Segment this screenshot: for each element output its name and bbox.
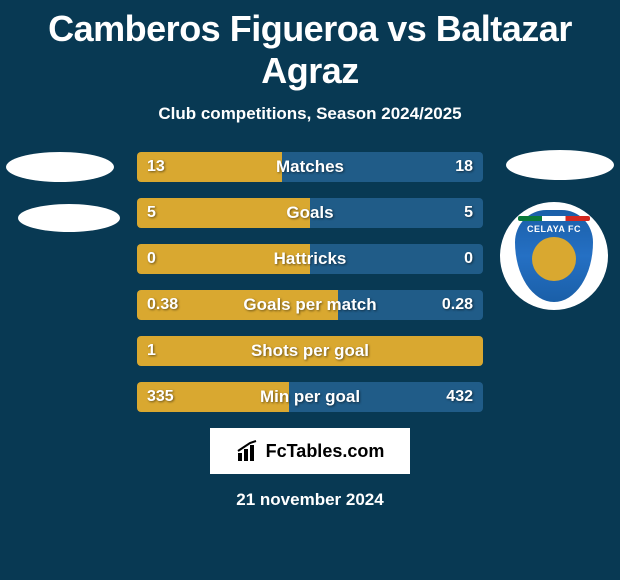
stat-value-left: 1 <box>147 342 156 360</box>
club-badge-flag-stripe <box>518 216 590 221</box>
stat-label: Matches <box>276 157 344 177</box>
stat-label: Goals per match <box>243 295 376 315</box>
player-left-avatar-placeholder-1 <box>6 152 114 182</box>
brand-text: FcTables.com <box>266 441 385 462</box>
stat-bar-right <box>310 198 483 228</box>
stat-row: Hattricks 0 0 <box>137 244 483 274</box>
club-badge-bull-icon <box>532 237 576 281</box>
stat-label: Hattricks <box>274 249 347 269</box>
club-badge-text: CELAYA FC <box>527 224 581 234</box>
stat-value-left: 13 <box>147 158 165 176</box>
club-badge-shield: CELAYA FC <box>515 210 593 302</box>
stat-label: Min per goal <box>260 387 360 407</box>
player-left-avatar-placeholder-2 <box>18 204 120 232</box>
stat-value-right: 18 <box>455 158 473 176</box>
stat-value-left: 5 <box>147 204 156 222</box>
comparison-subtitle: Club competitions, Season 2024/2025 <box>0 104 620 124</box>
brand-chart-icon <box>236 439 260 463</box>
stat-row: Min per goal 335 432 <box>137 382 483 412</box>
stat-bars-container: Matches 13 18 Goals 5 5 Hattricks 0 0 Goals per m… <box>137 152 483 412</box>
stat-value-right: 432 <box>446 388 473 406</box>
content-area: CELAYA FC Matches 13 18 Goals 5 5 Hattricks 0 0 G… <box>0 152 620 412</box>
brand-badge: FcTables.com <box>210 428 410 474</box>
stat-label: Goals <box>286 203 333 223</box>
stat-label: Shots per goal <box>251 341 369 361</box>
stat-value-left: 335 <box>147 388 174 406</box>
stat-value-right: 5 <box>464 204 473 222</box>
stat-row: Shots per goal 1 <box>137 336 483 366</box>
stat-row: Goals per match 0.38 0.28 <box>137 290 483 320</box>
comparison-date: 21 november 2024 <box>0 490 620 510</box>
stat-bar-left <box>137 198 310 228</box>
stat-value-right: 0 <box>464 250 473 268</box>
stat-value-left: 0.38 <box>147 296 178 314</box>
stat-row: Matches 13 18 <box>137 152 483 182</box>
stat-value-left: 0 <box>147 250 156 268</box>
comparison-title: Camberos Figueroa vs Baltazar Agraz <box>0 0 620 92</box>
player-right-avatar-placeholder <box>506 150 614 180</box>
club-badge-right: CELAYA FC <box>500 202 608 310</box>
stat-value-right: 0.28 <box>442 296 473 314</box>
stat-row: Goals 5 5 <box>137 198 483 228</box>
